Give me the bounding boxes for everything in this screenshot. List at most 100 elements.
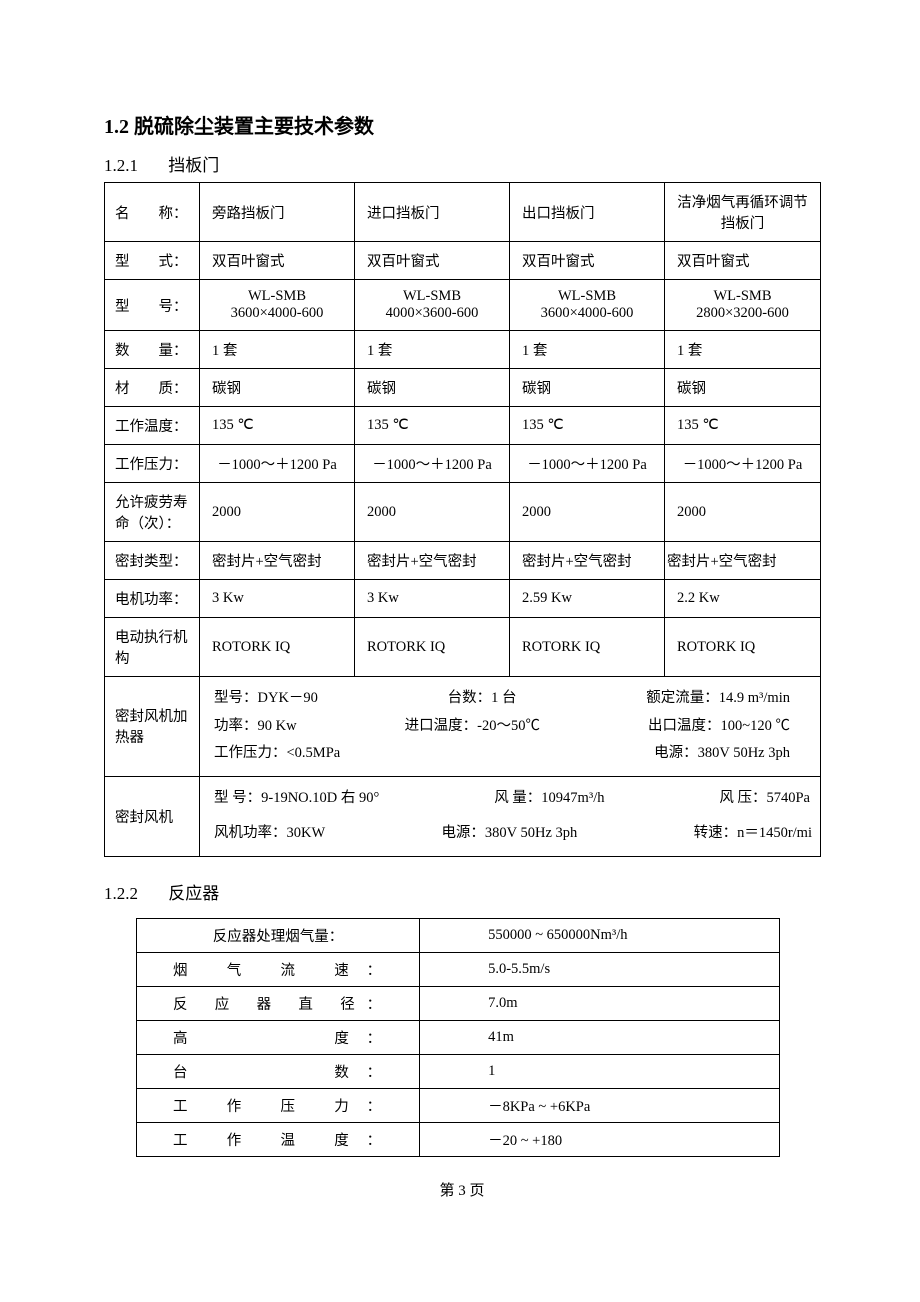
table-row: 电机功率： 3 Kw 3 Kw 2.59 Kw 2.2 Kw <box>105 580 821 618</box>
section-heading: 1.2 脱硫除尘装置主要技术参数 <box>104 110 820 139</box>
table-row: 型 式： 双百叶窗式 双百叶窗式 双百叶窗式 双百叶窗式 <box>105 242 821 280</box>
reactor-label: 台 数： <box>137 1054 420 1088</box>
table-row: 数 量： 1 套 1 套 1 套 1 套 <box>105 331 821 369</box>
cell: 碳钢 <box>665 369 821 407</box>
cell: 密封片+空气密封 <box>355 542 510 580</box>
cell: 3 Kw <box>200 580 355 618</box>
cell: －1000～＋1200 Pa <box>200 445 355 483</box>
table-row: 允许疲劳寿命（次）： 2000 2000 2000 2000 <box>105 483 821 542</box>
cell: 135 ℃ <box>510 407 665 445</box>
reactor-value: 550000 ~ 650000Nm³/h <box>420 918 780 952</box>
cell: 密封片+空气密封 <box>510 542 665 580</box>
subsection-1-heading: 1.2.1 挡板门 <box>104 151 820 176</box>
table-row: 工 作 压 力：－8KPa ~ +6KPa <box>137 1088 780 1122</box>
label-seal: 密封类型： <box>105 542 200 580</box>
table-row: 密封风机加热器 型号：DYK－90台数：1 台额定流量：14.9 m³/min … <box>105 677 821 777</box>
cell: 2.59 Kw <box>510 580 665 618</box>
table-row: 高 度：41m <box>137 1020 780 1054</box>
label-fan: 密封风机 <box>105 776 200 856</box>
label-name: 名 称： <box>105 183 200 242</box>
cell: 135 ℃ <box>355 407 510 445</box>
page-footer: 第 3 页 <box>104 1179 820 1200</box>
cell: 进口挡板门 <box>355 183 510 242</box>
subsection-1-title: 挡板门 <box>168 156 219 175</box>
cell: WL-SMB3600×4000-600 <box>200 280 355 331</box>
subsection-2-number: 1.2.2 <box>104 884 164 904</box>
cell: 密封片+空气密封 <box>200 542 355 580</box>
reactor-label: 高 度： <box>137 1020 420 1054</box>
cell: 碳钢 <box>510 369 665 407</box>
table-row: 工 作 温 度：－20 ~ +180 <box>137 1122 780 1156</box>
label-type: 型 式： <box>105 242 200 280</box>
cell: 洁净烟气再循环调节挡板门 <box>665 183 821 242</box>
cell: 碳钢 <box>355 369 510 407</box>
reactor-table: 反应器处理烟气量：550000 ~ 650000Nm³/h烟 气 流 速：5.0… <box>136 918 780 1157</box>
reactor-label: 烟 气 流 速： <box>137 952 420 986</box>
reactor-value: 5.0-5.5m/s <box>420 952 780 986</box>
table-row: 材 质： 碳钢 碳钢 碳钢 碳钢 <box>105 369 821 407</box>
reactor-value: －8KPa ~ +6KPa <box>420 1088 780 1122</box>
cell: ROTORK IQ <box>355 618 510 677</box>
label-qty: 数 量： <box>105 331 200 369</box>
label-motor: 电机功率： <box>105 580 200 618</box>
table-row: 型 号： WL-SMB3600×4000-600 WL-SMB4000×3600… <box>105 280 821 331</box>
cell: 2000 <box>200 483 355 542</box>
reactor-label: 反应器处理烟气量： <box>137 918 420 952</box>
table-row: 烟 气 流 速：5.0-5.5m/s <box>137 952 780 986</box>
cell: WL-SMB2800×3200-600 <box>665 280 821 331</box>
label-heater: 密封风机加热器 <box>105 677 200 777</box>
reactor-label: 反 应 器 直 径： <box>137 986 420 1020</box>
reactor-value: 7.0m <box>420 986 780 1020</box>
cell: 2.2 Kw <box>665 580 821 618</box>
table-row: 名 称： 旁路挡板门 进口挡板门 出口挡板门 洁净烟气再循环调节挡板门 <box>105 183 821 242</box>
cell: 碳钢 <box>200 369 355 407</box>
table-row: 工作温度： 135 ℃ 135 ℃ 135 ℃ 135 ℃ <box>105 407 821 445</box>
table-row: 工作压力： －1000～＋1200 Pa －1000～＋1200 Pa －100… <box>105 445 821 483</box>
cell: 1 套 <box>355 331 510 369</box>
cell: 3 Kw <box>355 580 510 618</box>
table-row: 台 数：1 <box>137 1054 780 1088</box>
label-workpress: 工作压力： <box>105 445 200 483</box>
cell: WL-SMB3600×4000-600 <box>510 280 665 331</box>
reactor-value: －20 ~ +180 <box>420 1122 780 1156</box>
cell: 双百叶窗式 <box>355 242 510 280</box>
cell: 出口挡板门 <box>510 183 665 242</box>
cell: 1 套 <box>510 331 665 369</box>
cell: ROTORK IQ <box>200 618 355 677</box>
reactor-value: 41m <box>420 1020 780 1054</box>
subsection-2-title: 反应器 <box>168 884 219 903</box>
cell: ROTORK IQ <box>510 618 665 677</box>
cell: 2000 <box>355 483 510 542</box>
subsection-2-heading: 1.2.2 反应器 <box>104 879 820 904</box>
cell: 2000 <box>665 483 821 542</box>
cell: 1 套 <box>200 331 355 369</box>
cell: 旁路挡板门 <box>200 183 355 242</box>
cell: 双百叶窗式 <box>510 242 665 280</box>
cell: 密封片+空气密封 <box>665 542 821 580</box>
cell: －1000～＋1200 Pa <box>665 445 821 483</box>
cell: WL-SMB4000×3600-600 <box>355 280 510 331</box>
cell: －1000～＋1200 Pa <box>355 445 510 483</box>
cell: 双百叶窗式 <box>665 242 821 280</box>
table-row: 反 应 器 直 径：7.0m <box>137 986 780 1020</box>
reactor-label: 工 作 温 度： <box>137 1122 420 1156</box>
label-material: 材 质： <box>105 369 200 407</box>
cell: 2000 <box>510 483 665 542</box>
table-row: 反应器处理烟气量：550000 ~ 650000Nm³/h <box>137 918 780 952</box>
table-row: 密封类型： 密封片+空气密封 密封片+空气密封 密封片+空气密封 密封片+空气密… <box>105 542 821 580</box>
label-actuator: 电动执行机构 <box>105 618 200 677</box>
subsection-1-number: 1.2.1 <box>104 156 164 176</box>
reactor-value: 1 <box>420 1054 780 1088</box>
reactor-label: 工 作 压 力： <box>137 1088 420 1122</box>
damper-table: 名 称： 旁路挡板门 进口挡板门 出口挡板门 洁净烟气再循环调节挡板门 型 式：… <box>104 182 821 857</box>
cell: 1 套 <box>665 331 821 369</box>
cell: －1000～＋1200 Pa <box>510 445 665 483</box>
cell: 135 ℃ <box>200 407 355 445</box>
cell: ROTORK IQ <box>665 618 821 677</box>
cell: 135 ℃ <box>665 407 821 445</box>
cell: 双百叶窗式 <box>200 242 355 280</box>
page-container: 1.2 脱硫除尘装置主要技术参数 1.2.1 挡板门 名 称： 旁路挡板门 进口… <box>0 0 920 1240</box>
label-model: 型 号： <box>105 280 200 331</box>
label-fatigue: 允许疲劳寿命（次）： <box>105 483 200 542</box>
table-row: 电动执行机构 ROTORK IQ ROTORK IQ ROTORK IQ ROT… <box>105 618 821 677</box>
